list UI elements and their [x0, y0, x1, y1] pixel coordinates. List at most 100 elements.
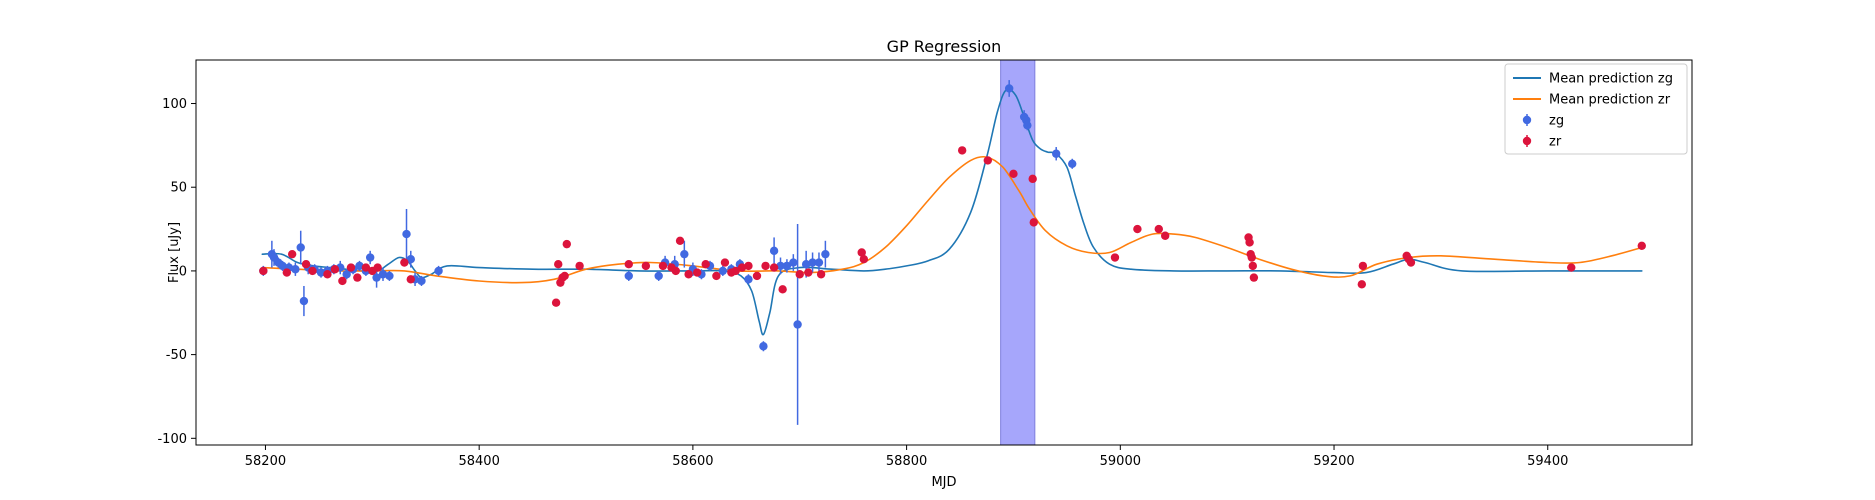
y-tick-label: 50 [170, 181, 187, 196]
data-point-zr [720, 258, 730, 267]
data-point-zr [330, 265, 340, 274]
x-tick-label: 59200 [1313, 454, 1354, 469]
data-point-zg [821, 249, 830, 259]
data-point-zr [1028, 174, 1037, 184]
x-axis-ticks: 58200 58400 58600 58800 59000 59200 59400 [245, 445, 1568, 469]
data-point-zr [957, 146, 967, 155]
data-point-zr [1154, 224, 1163, 234]
data-point-zg [1052, 149, 1061, 158]
data-point-zr [338, 276, 347, 286]
data-point-zr [816, 270, 826, 279]
chart-title: GP Regression [887, 37, 1002, 56]
data-point-zg [789, 258, 798, 267]
data-point-zg [299, 296, 309, 306]
x-axis-label: MJD [931, 475, 956, 490]
data-point-zg [1023, 121, 1032, 130]
data-point-zr [373, 263, 382, 272]
data-point-zr [752, 271, 762, 281]
x-tick-label: 59000 [1100, 454, 1141, 469]
x-tick-label: 58400 [458, 454, 499, 469]
data-point-zr [575, 261, 584, 271]
data-point-zr [983, 156, 993, 165]
data-point-zg [402, 229, 411, 239]
data-point-zr [804, 268, 813, 277]
data-point-zr [562, 239, 571, 249]
data-point-zg [1004, 84, 1014, 93]
data-point-zr [1249, 273, 1259, 282]
data-point-zr [400, 258, 409, 267]
prediction-line-zr [261, 155, 1643, 284]
data-point-zr [554, 260, 563, 269]
data-point-zr [624, 260, 633, 269]
data-point-zr [259, 266, 268, 276]
data-point-zr [761, 261, 770, 271]
data-point-zr [1029, 218, 1038, 227]
data-point-zg [378, 270, 388, 279]
y-tick-label: 0 [179, 264, 187, 279]
data-point-zg [782, 261, 792, 271]
data-point-zr [701, 260, 710, 269]
data-point-zr [795, 270, 804, 279]
plot-area-frame [195, 59, 1693, 446]
data-point-zg [365, 253, 375, 262]
legend-label-zg-prediction: Mean prediction zg [1549, 72, 1673, 87]
data-point-zr [1247, 253, 1256, 262]
legend-marker-dot [1522, 115, 1532, 125]
x-tick-label: 58200 [245, 454, 286, 469]
data-point-zr [769, 263, 779, 272]
y-tick-label: -50 [166, 348, 187, 363]
legend-marker-dot [1522, 136, 1532, 146]
data-point-zg [1068, 159, 1077, 168]
data-points-layer [259, 80, 1646, 425]
data-point-zg [278, 261, 287, 271]
data-point-zr [308, 266, 317, 276]
data-point-zr [551, 298, 561, 307]
data-point-zg [814, 258, 824, 267]
data-point-zg [385, 271, 394, 281]
legend-label-zr-prediction: Mean prediction zr [1549, 93, 1671, 108]
data-point-zr [323, 270, 332, 279]
data-point-zg [718, 266, 728, 276]
data-point-zr [641, 261, 651, 271]
y-tick-label: -100 [157, 432, 187, 447]
legend-box [1504, 63, 1688, 155]
data-point-zr [859, 254, 869, 264]
data-point-zr [737, 263, 747, 272]
y-axis-ticks: -100 -50 0 50 100 [157, 97, 196, 447]
data-point-zr [712, 271, 721, 281]
data-point-zg [624, 271, 633, 281]
data-point-zr [658, 261, 668, 271]
data-point-zr [857, 248, 866, 257]
data-point-zr [1406, 258, 1416, 267]
data-point-zr [353, 273, 362, 282]
legend-label-zg: zg [1549, 114, 1564, 129]
data-point-zg [680, 249, 689, 259]
x-tick-label: 58600 [672, 454, 713, 469]
legend-marker-zr [1522, 135, 1532, 147]
data-point-zr [671, 266, 680, 276]
data-point-zr [361, 263, 371, 272]
data-point-zr [1357, 280, 1367, 289]
data-point-zg [434, 266, 443, 276]
data-point-zg [793, 320, 802, 329]
data-point-zr [731, 266, 740, 276]
data-point-zg [654, 271, 663, 281]
data-point-zg [372, 273, 381, 282]
data-point-zr [301, 260, 311, 269]
x-tick-label: 59400 [1527, 454, 1568, 469]
data-point-zr [1160, 231, 1170, 240]
highlight-band-layer [1000, 59, 1036, 446]
data-point-zr [1245, 238, 1254, 247]
legend-label-zr: zr [1549, 135, 1562, 150]
chart-legend: Mean prediction zg Mean prediction zr zg… [1504, 63, 1688, 155]
data-point-zr [560, 271, 569, 281]
data-point-zr [287, 249, 297, 259]
data-point-zr [282, 268, 292, 277]
data-point-zg [342, 270, 351, 279]
data-point-zr [778, 285, 787, 294]
legend-marker-zg [1522, 114, 1532, 126]
data-point-zr [346, 263, 356, 272]
x-tick-label: 58800 [886, 454, 927, 469]
data-point-zg [808, 258, 817, 267]
